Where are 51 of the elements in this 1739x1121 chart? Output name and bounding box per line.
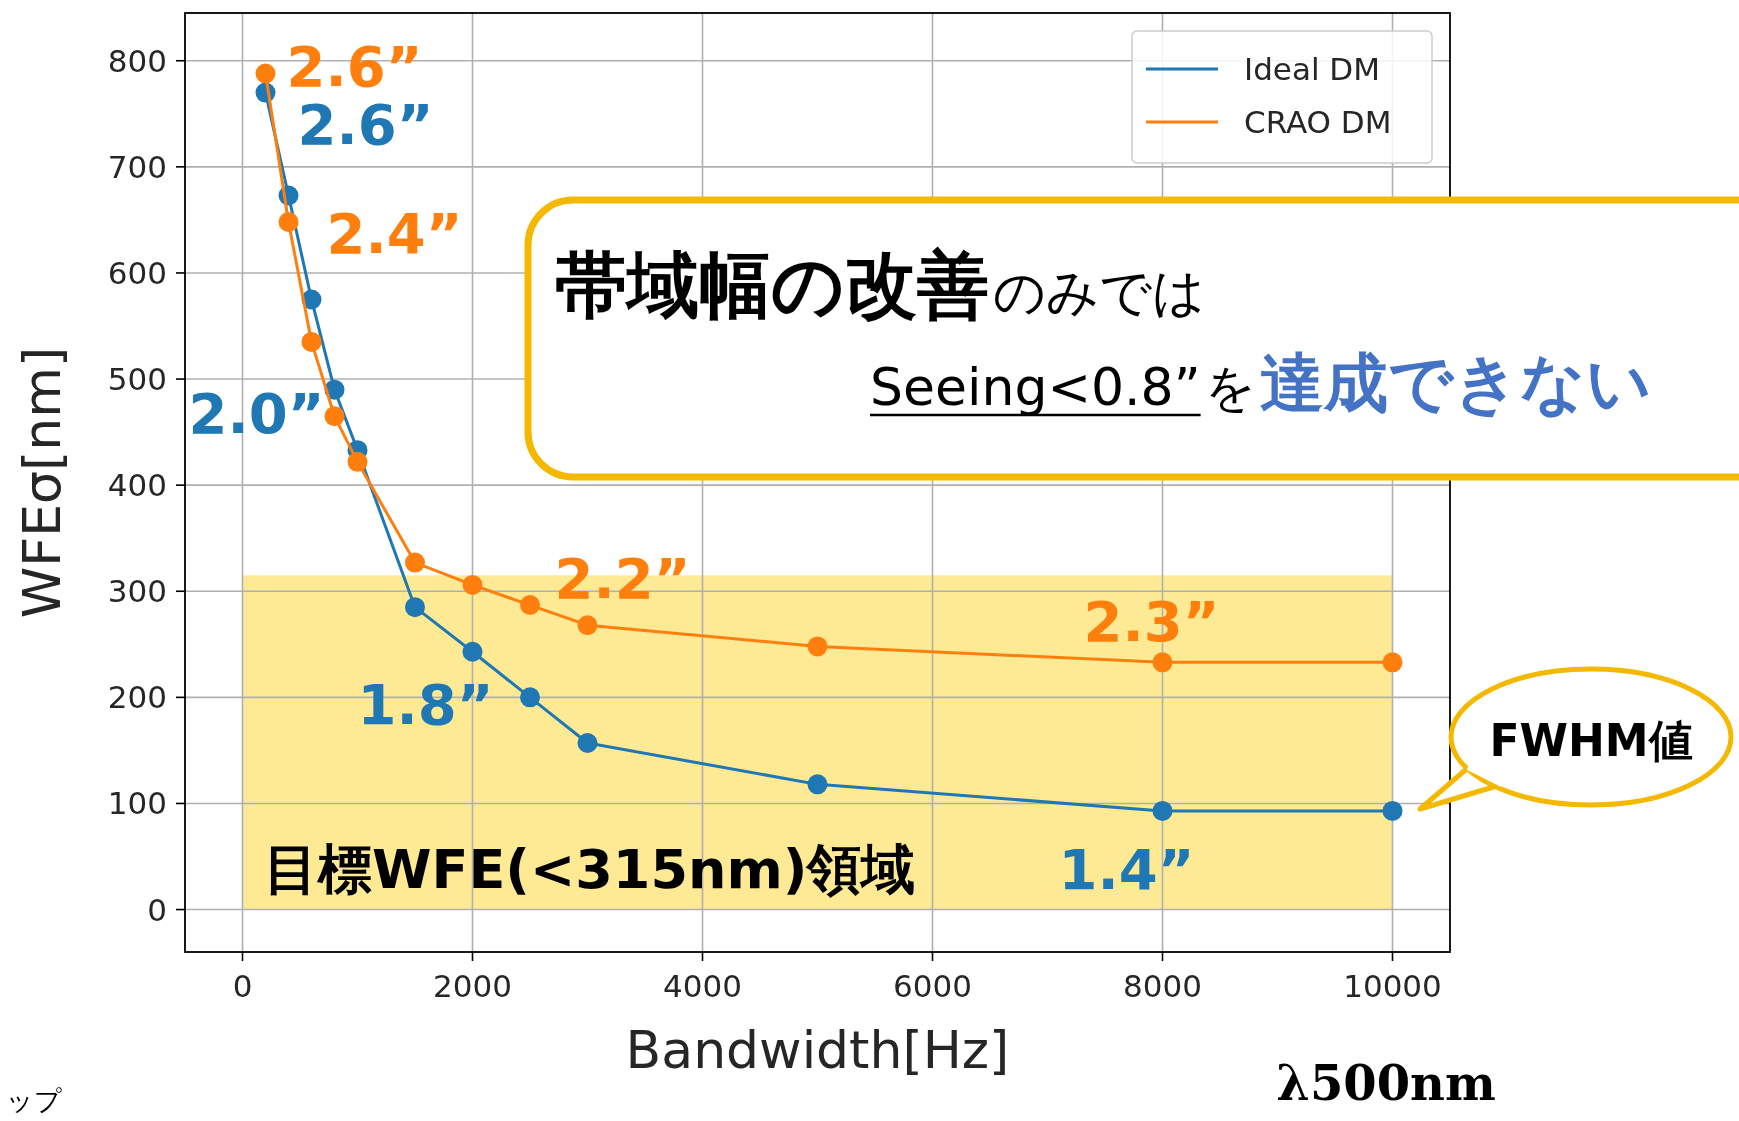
x-tick-label: 4000 — [663, 968, 742, 1004]
point — [255, 63, 276, 84]
y-tick-label: 700 — [107, 148, 167, 185]
point — [1382, 800, 1403, 821]
y-axis-title: WFEσ[nm] — [12, 346, 72, 619]
text: FWHM値 — [1489, 714, 1693, 766]
x-tick-label: 0 — [232, 968, 253, 1004]
annotation: を — [1204, 359, 1256, 417]
y-tick-label: 800 — [107, 42, 167, 79]
point — [405, 552, 425, 573]
annotation: のみでは — [993, 262, 1205, 322]
annotation: Seeing<0.8” — [870, 357, 1201, 417]
legend-label: Ideal DM — [1244, 51, 1380, 87]
y-tick-label: 600 — [107, 254, 167, 291]
annotation: 達成できない — [1259, 346, 1652, 420]
y-tick-label: 500 — [107, 361, 167, 398]
point — [807, 636, 828, 657]
point — [1152, 652, 1173, 673]
point — [347, 451, 368, 472]
point — [405, 597, 425, 618]
x-axis-title: Bandwidth[Hz] — [625, 1020, 1010, 1080]
point — [807, 774, 828, 795]
point — [462, 574, 483, 595]
y-tick-label: 400 — [107, 467, 167, 504]
point — [577, 615, 598, 636]
text: ップ — [6, 1085, 62, 1116]
point — [1152, 800, 1173, 821]
legend-label: CRAO DM — [1244, 104, 1392, 140]
y-tick-label: 0 — [147, 891, 167, 928]
x-tick-label: 10000 — [1343, 968, 1442, 1004]
text: λ500nm — [1276, 1055, 1496, 1111]
annotation: 2.4” — [326, 200, 463, 266]
point — [520, 687, 540, 708]
annotation: 帯域幅の改善 — [555, 243, 989, 327]
annotation: 2.0” — [188, 381, 325, 447]
annotation: 1.8” — [357, 672, 494, 738]
point — [520, 595, 540, 616]
x-tick-label: 8000 — [1123, 968, 1202, 1004]
point — [324, 406, 345, 427]
point — [301, 331, 322, 352]
point — [278, 212, 299, 233]
point — [462, 641, 483, 662]
x-tick-label: 2000 — [433, 968, 512, 1004]
point — [577, 732, 598, 753]
x-tick-label: 6000 — [893, 968, 972, 1004]
band-label: 目標WFE(<315nm)領域 — [264, 837, 916, 901]
y-tick-label: 200 — [107, 679, 167, 716]
point — [1382, 652, 1403, 673]
annotation: 1.4” — [1058, 837, 1195, 903]
y-tick-label: 300 — [107, 573, 167, 610]
y-tick-label: 100 — [107, 785, 167, 822]
